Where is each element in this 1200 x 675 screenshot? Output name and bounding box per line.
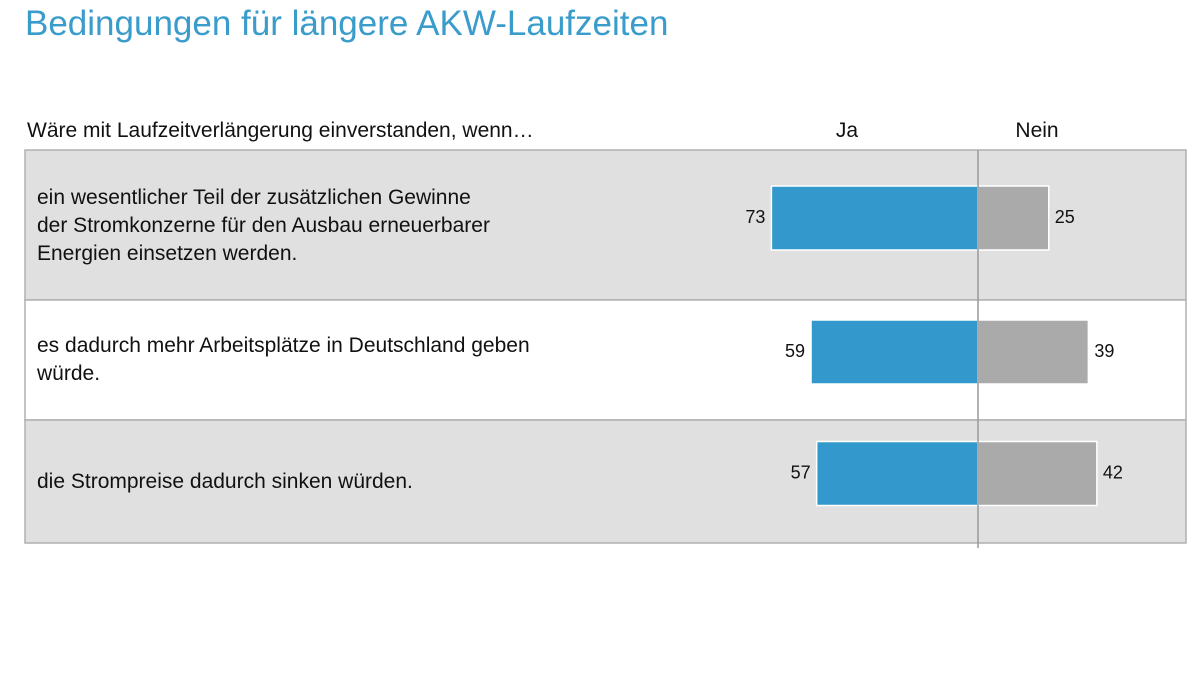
legend-label: Nein (1015, 119, 1059, 142)
value-label: 73 (745, 207, 765, 227)
category-label: es dadurch mehr Arbeitsplätze in Deutsch… (37, 334, 530, 385)
category-label: ein wesentlicher Teil der zusätzlichen G… (37, 186, 490, 265)
bar (770, 185, 979, 251)
bar (977, 185, 1050, 251)
value-label: 42 (1103, 462, 1123, 482)
category-header: Wäre mit Laufzeitverlängerung einverstan… (27, 119, 534, 142)
value-label: 57 (791, 462, 811, 482)
value-label: 39 (1094, 341, 1114, 361)
bar (815, 440, 979, 507)
value-label: 59 (785, 341, 805, 361)
legend-label: Ja (835, 119, 859, 142)
chart-title: Bedingungen für längere AKW-Laufzeiten (25, 4, 669, 43)
value-label: 25 (1055, 207, 1075, 227)
bar (977, 319, 1090, 385)
bar (977, 440, 1098, 507)
bar (810, 319, 979, 385)
category-label: die Strompreise dadurch sinken würden. (37, 469, 413, 493)
